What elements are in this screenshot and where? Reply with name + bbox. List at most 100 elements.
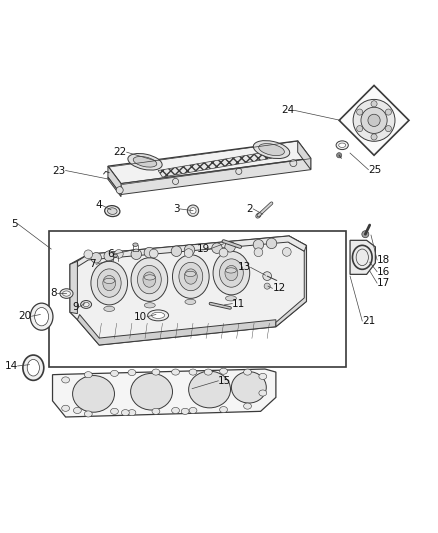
Ellipse shape	[83, 302, 89, 306]
Text: 17: 17	[377, 278, 390, 288]
Circle shape	[84, 250, 93, 259]
Circle shape	[385, 109, 392, 115]
Circle shape	[362, 231, 369, 238]
Polygon shape	[298, 141, 311, 169]
Ellipse shape	[253, 141, 290, 158]
Text: 8: 8	[50, 288, 57, 297]
Ellipse shape	[91, 261, 127, 305]
Ellipse shape	[131, 374, 173, 410]
Ellipse shape	[179, 262, 203, 290]
Circle shape	[149, 249, 158, 258]
Ellipse shape	[226, 268, 237, 273]
Text: 10: 10	[134, 312, 147, 322]
Circle shape	[173, 179, 179, 184]
Ellipse shape	[259, 374, 267, 379]
Ellipse shape	[189, 371, 230, 408]
Ellipse shape	[121, 409, 129, 416]
Circle shape	[336, 152, 342, 158]
Ellipse shape	[60, 289, 73, 298]
Ellipse shape	[104, 278, 115, 284]
Ellipse shape	[138, 265, 161, 294]
Circle shape	[254, 248, 263, 256]
Circle shape	[361, 107, 387, 133]
Ellipse shape	[107, 208, 117, 214]
Ellipse shape	[172, 407, 180, 414]
Ellipse shape	[259, 143, 284, 156]
Ellipse shape	[30, 303, 53, 330]
Polygon shape	[78, 236, 307, 266]
Ellipse shape	[213, 251, 250, 295]
Ellipse shape	[336, 141, 348, 150]
Text: 15: 15	[218, 376, 232, 386]
Circle shape	[104, 251, 114, 261]
Ellipse shape	[113, 254, 117, 257]
Circle shape	[236, 168, 242, 174]
Text: 23: 23	[53, 166, 66, 175]
Ellipse shape	[85, 411, 92, 417]
Text: 16: 16	[377, 266, 390, 277]
Circle shape	[368, 114, 380, 126]
Ellipse shape	[143, 272, 156, 287]
Text: 20: 20	[18, 311, 32, 321]
Ellipse shape	[85, 372, 92, 378]
Ellipse shape	[185, 299, 196, 304]
Text: 13: 13	[237, 262, 251, 272]
Ellipse shape	[226, 296, 237, 301]
Circle shape	[385, 126, 392, 132]
Ellipse shape	[103, 276, 116, 290]
Polygon shape	[158, 152, 272, 177]
Ellipse shape	[97, 269, 121, 297]
Text: 19: 19	[196, 244, 209, 254]
Circle shape	[219, 248, 228, 257]
Text: 6: 6	[107, 249, 113, 259]
Ellipse shape	[225, 265, 238, 281]
Polygon shape	[78, 314, 276, 345]
Ellipse shape	[131, 258, 168, 301]
Polygon shape	[108, 177, 121, 197]
Circle shape	[116, 187, 123, 193]
Ellipse shape	[184, 269, 197, 284]
Circle shape	[225, 241, 235, 252]
Circle shape	[371, 101, 377, 107]
Polygon shape	[339, 85, 409, 155]
Bar	[49, 231, 346, 367]
Ellipse shape	[110, 408, 118, 414]
Polygon shape	[108, 166, 121, 195]
Circle shape	[131, 249, 141, 260]
Circle shape	[253, 239, 264, 250]
Ellipse shape	[73, 376, 114, 412]
Text: 9: 9	[72, 302, 79, 312]
Ellipse shape	[152, 408, 160, 414]
Text: 14: 14	[4, 361, 18, 371]
Polygon shape	[53, 369, 276, 417]
Circle shape	[190, 208, 196, 214]
Polygon shape	[70, 236, 307, 345]
Circle shape	[266, 238, 277, 248]
Ellipse shape	[189, 407, 197, 414]
Circle shape	[357, 109, 363, 115]
Text: 18: 18	[377, 255, 390, 265]
Circle shape	[283, 247, 291, 256]
Ellipse shape	[152, 312, 165, 318]
Circle shape	[263, 272, 272, 280]
Ellipse shape	[23, 355, 44, 381]
Ellipse shape	[62, 377, 70, 383]
Text: 21: 21	[362, 316, 375, 326]
Circle shape	[171, 246, 182, 256]
Ellipse shape	[256, 213, 261, 218]
Ellipse shape	[148, 310, 169, 321]
Circle shape	[371, 134, 377, 140]
Ellipse shape	[110, 370, 118, 376]
Text: 7: 7	[89, 260, 96, 269]
Ellipse shape	[172, 369, 180, 375]
Circle shape	[353, 100, 395, 141]
Text: 12: 12	[272, 284, 286, 293]
Ellipse shape	[152, 369, 160, 375]
Ellipse shape	[128, 409, 136, 416]
Circle shape	[264, 283, 270, 289]
Polygon shape	[108, 141, 311, 183]
Circle shape	[91, 253, 101, 263]
Text: 25: 25	[368, 165, 381, 175]
Ellipse shape	[219, 259, 243, 287]
Ellipse shape	[339, 143, 346, 148]
